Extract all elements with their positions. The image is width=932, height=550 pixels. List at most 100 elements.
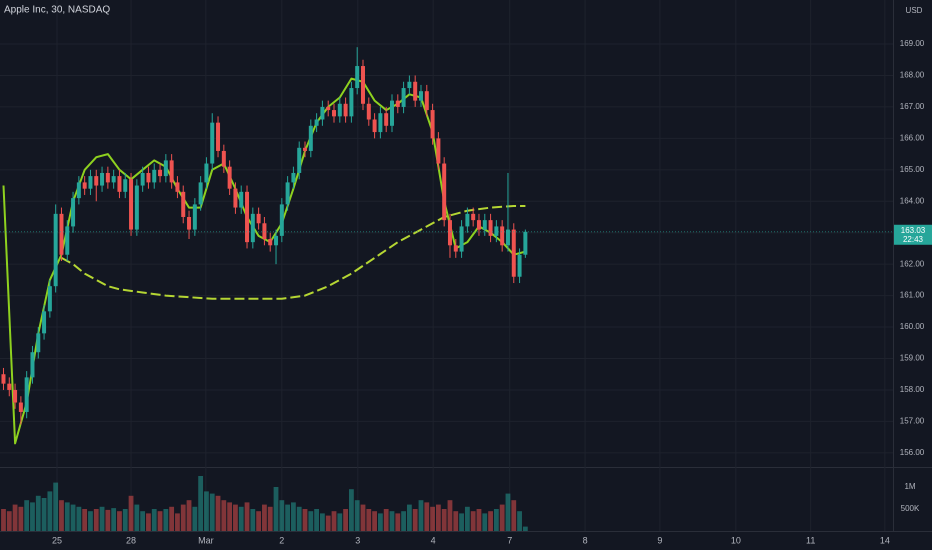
candle-body — [337, 103, 342, 117]
y-tick-label: 169.00 — [900, 39, 925, 48]
candle-body — [436, 138, 441, 164]
indicator-line — [61, 205, 526, 300]
candle-body — [65, 226, 70, 255]
grid — [0, 0, 893, 531]
candle-body — [459, 226, 464, 252]
candle-body — [378, 113, 383, 133]
candle-body — [24, 377, 29, 412]
volume-bar — [285, 504, 291, 531]
candle-body — [117, 176, 122, 192]
volume-bar — [76, 506, 82, 531]
candle-body — [105, 172, 110, 183]
candle-body — [308, 125, 313, 151]
candle-body — [407, 81, 412, 89]
candle-body — [401, 88, 406, 107]
candle-body — [349, 88, 354, 117]
volume-bar — [430, 506, 435, 531]
volume-bar — [93, 508, 99, 531]
candle-body — [303, 147, 308, 151]
volume-bar — [146, 513, 151, 531]
volume-bar — [267, 506, 273, 531]
volume-bar — [204, 491, 209, 531]
volume-bar — [151, 508, 157, 531]
volume-bar — [70, 504, 76, 531]
volume-bar — [18, 506, 24, 531]
volume-tick-label: 500K — [901, 504, 920, 513]
y-tick-label: 157.00 — [900, 417, 925, 426]
volume-bar — [366, 508, 372, 531]
x-tick-label: 4 — [431, 535, 436, 545]
candle-body — [395, 100, 400, 107]
volume-bar — [12, 504, 18, 531]
candle-body — [71, 198, 76, 227]
candle-body — [413, 81, 418, 101]
volume-bar — [41, 497, 47, 531]
volume-bar — [82, 508, 88, 531]
volume-bar — [424, 502, 430, 531]
volume-bar — [493, 508, 499, 531]
candle-body — [332, 110, 337, 117]
volume-bar — [412, 508, 418, 531]
candle-body — [343, 103, 348, 117]
volume-bar — [175, 513, 180, 531]
volume-bar — [140, 511, 146, 531]
candle-body — [326, 106, 331, 111]
volume-bar — [418, 500, 424, 531]
x-tick-label: 7 — [507, 535, 512, 545]
candle-body — [482, 220, 487, 230]
candle-body — [158, 169, 163, 177]
candle-body — [245, 191, 250, 243]
candle-body — [250, 213, 255, 243]
y-tick-label: 158.00 — [900, 385, 925, 394]
candle-body — [18, 402, 23, 412]
y-tick-label: 167.00 — [900, 102, 925, 111]
volume-bar — [308, 511, 314, 531]
candle-body — [233, 188, 238, 208]
candle-body — [53, 213, 58, 287]
volume-bar — [215, 495, 221, 531]
volume-bar — [453, 511, 459, 531]
candle-body — [100, 172, 105, 186]
x-tick-label: Mar — [198, 535, 214, 545]
volume-bar — [53, 482, 59, 531]
candle-body — [505, 229, 510, 246]
volume-bar — [517, 511, 522, 531]
candle-body — [204, 163, 209, 183]
candle-body — [418, 91, 423, 101]
volume-bar — [233, 504, 238, 531]
candle-body — [488, 220, 493, 236]
candle-body — [453, 245, 458, 252]
candle-body — [210, 122, 215, 164]
volume-pane — [1, 475, 528, 531]
volume-bar — [99, 506, 105, 531]
volume-bar — [291, 502, 296, 531]
volume-bar — [122, 508, 128, 531]
candle-body — [523, 231, 528, 255]
candle-body — [291, 172, 296, 183]
x-tick-label: 9 — [657, 535, 662, 545]
volume-bar — [111, 508, 117, 531]
volume-bar — [192, 506, 198, 531]
candle-body — [366, 103, 371, 120]
volume-bar — [406, 504, 412, 531]
volume-bar — [435, 504, 441, 531]
volume-bar — [383, 508, 389, 531]
y-tick-label: 160.00 — [900, 322, 925, 331]
candle-body — [320, 106, 325, 120]
x-tick-label: 8 — [583, 535, 588, 545]
volume-bar — [59, 500, 64, 531]
volume-bar — [221, 500, 227, 531]
candle-body — [500, 226, 505, 246]
candle-body — [268, 239, 273, 246]
volume-bar — [279, 500, 285, 531]
candle-body — [511, 229, 516, 277]
y-tick-label: 156.00 — [900, 448, 925, 457]
candle-body — [471, 213, 476, 221]
volume-bar — [447, 500, 453, 531]
y-tick-label: 162.00 — [900, 259, 925, 268]
candle-body — [355, 66, 360, 89]
y-tick-label: 166.00 — [900, 133, 925, 142]
